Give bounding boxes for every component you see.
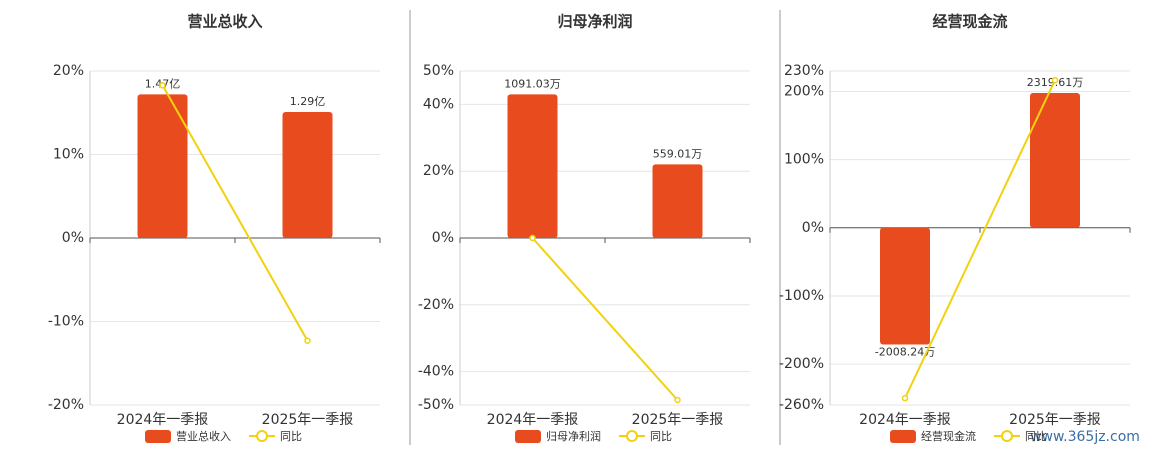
y-tick-label: 100% <box>784 152 824 168</box>
y-tick-label: 20% <box>53 63 84 79</box>
watermark: www.365jz.com <box>1030 429 1140 445</box>
y-tick-label: 200% <box>784 83 824 99</box>
bar <box>282 111 333 238</box>
y-tick-label: -20% <box>48 397 84 413</box>
x-tick-label: 2024年一季报 <box>487 412 579 428</box>
chart-title: 营业总收入 <box>187 13 262 31</box>
x-tick-label: 2025年一季报 <box>632 412 724 428</box>
y-tick-label: -20% <box>418 297 454 313</box>
bar <box>507 94 558 238</box>
legend-label: 经营现金流 <box>921 429 976 443</box>
chart-title: 归母净利润 <box>557 13 632 31</box>
y-tick-label: 40% <box>423 96 454 112</box>
y-tick-label: -50% <box>418 397 454 413</box>
x-tick-label: 2024年一季报 <box>859 412 951 428</box>
y-tick-label: 10% <box>53 147 84 163</box>
bar <box>880 227 930 345</box>
y-tick-label: -100% <box>779 288 824 304</box>
y-tick-label: 230% <box>784 63 824 79</box>
legend-swatch <box>145 430 171 443</box>
line-point <box>901 394 909 402</box>
line-point <box>159 81 166 89</box>
y-tick-label: -40% <box>418 364 454 380</box>
x-tick-label: 2024年一季报 <box>117 412 209 428</box>
bar <box>1030 92 1080 228</box>
y-tick-label: -10% <box>48 314 84 330</box>
y-tick-label: 50% <box>423 63 454 79</box>
bar <box>652 164 703 238</box>
legend-swatch <box>626 430 638 442</box>
y-tick-label: 0% <box>62 230 84 246</box>
line <box>531 237 679 401</box>
y-tick-label: 0% <box>802 220 824 236</box>
legend-label: 归母净利润 <box>546 429 601 443</box>
y-tick-label: -260% <box>779 397 824 413</box>
line-point <box>304 337 311 344</box>
legend-label: 同比 <box>1025 430 1047 443</box>
data-label: 559.01万 <box>653 147 703 160</box>
line-point <box>674 396 681 404</box>
bar <box>137 94 188 238</box>
line <box>161 84 309 342</box>
y-tick-label: 20% <box>423 163 454 179</box>
legend-swatch <box>890 430 916 443</box>
legend-label: 同比 <box>280 430 302 443</box>
y-tick-label: -200% <box>779 356 824 372</box>
data-label: 1.29亿 <box>290 95 326 108</box>
line-point <box>529 234 536 242</box>
x-tick-label: 2025年一季报 <box>262 412 354 428</box>
legend-label: 营业总收入 <box>176 429 231 443</box>
chart-title: 经营现金流 <box>932 13 1007 31</box>
data-label: -2008.24万 <box>875 346 935 359</box>
x-tick-label: 2025年一季报 <box>1009 412 1101 428</box>
legend-swatch <box>1001 430 1013 442</box>
legend-label: 同比 <box>650 430 672 443</box>
line-point <box>1051 76 1059 84</box>
y-tick-label: 0% <box>432 230 454 246</box>
line <box>904 79 1056 399</box>
data-label: 1091.03万 <box>504 77 561 90</box>
legend-swatch <box>256 430 268 442</box>
legend-swatch <box>515 430 541 443</box>
